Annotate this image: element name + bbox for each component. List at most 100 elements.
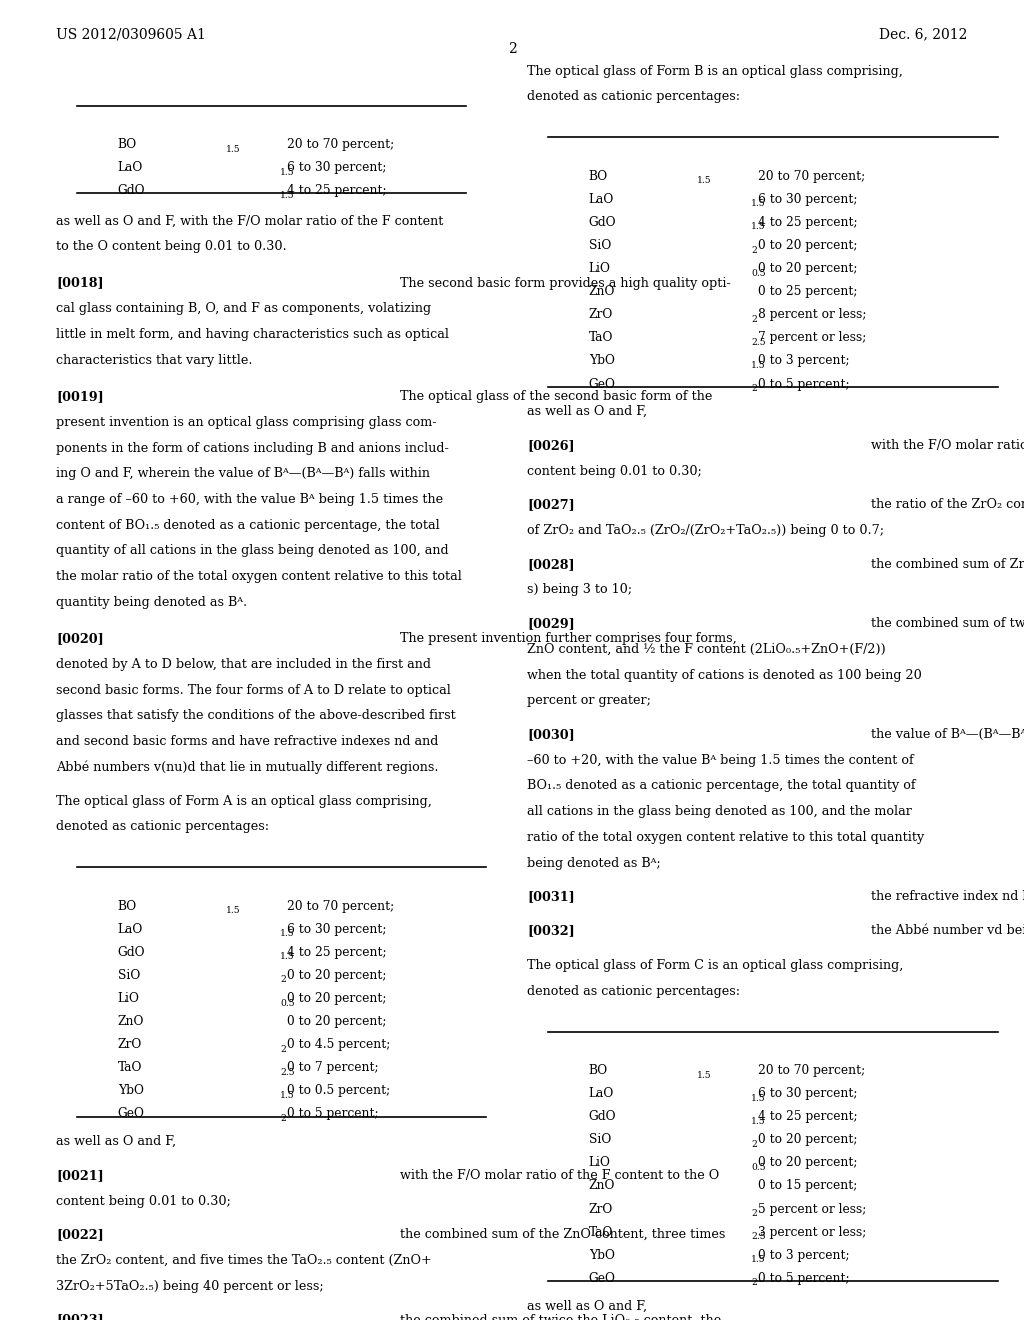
Text: BO: BO — [118, 899, 137, 912]
Text: a range of –60 to +60, with the value Bᴬ being 1.5 times the: a range of –60 to +60, with the value Bᴬ… — [56, 492, 443, 506]
Text: 7 percent or less;: 7 percent or less; — [758, 331, 866, 345]
Text: YbO: YbO — [589, 354, 614, 367]
Text: GeO: GeO — [118, 1107, 144, 1121]
Text: The optical glass of Form C is an optical glass comprising,: The optical glass of Form C is an optica… — [527, 958, 904, 972]
Text: 1.5: 1.5 — [226, 906, 241, 915]
Text: LiO: LiO — [589, 261, 610, 275]
Text: 0 to 25 percent;: 0 to 25 percent; — [758, 285, 857, 298]
Text: 1.5: 1.5 — [751, 199, 766, 209]
Text: [0032]: [0032] — [527, 924, 575, 937]
Text: The present invention further comprises four forms,: The present invention further comprises … — [384, 632, 737, 645]
Text: 2: 2 — [280, 975, 286, 985]
Text: 5 percent or less;: 5 percent or less; — [758, 1203, 866, 1216]
Text: content of BO₁.₅ denoted as a cationic percentage, the total: content of BO₁.₅ denoted as a cationic p… — [56, 519, 440, 532]
Text: 3 percent or less;: 3 percent or less; — [758, 1225, 866, 1238]
Text: –60 to +20, with the value Bᴬ being 1.5 times the content of: –60 to +20, with the value Bᴬ being 1.5 … — [527, 754, 914, 767]
Text: 0 to 5 percent;: 0 to 5 percent; — [287, 1107, 378, 1121]
Text: 0 to 3 percent;: 0 to 3 percent; — [758, 354, 849, 367]
Text: the ratio of the ZrO₂ content to the combined content: the ratio of the ZrO₂ content to the com… — [855, 498, 1024, 511]
Text: [0026]: [0026] — [527, 438, 575, 451]
Text: 1.5: 1.5 — [226, 144, 241, 153]
Text: 2: 2 — [280, 1044, 286, 1053]
Text: 0.5: 0.5 — [751, 1163, 766, 1172]
Text: the combined sum of ZrO₂ and TaO₂.₅ (ZrO₂+TaO₂.: the combined sum of ZrO₂ and TaO₂.₅ (ZrO… — [855, 557, 1024, 570]
Text: SiO: SiO — [589, 239, 611, 252]
Text: with the F/O molar ratio of the F content to the O: with the F/O molar ratio of the F conten… — [384, 1168, 720, 1181]
Text: denoted by A to D below, that are included in the first and: denoted by A to D below, that are includ… — [56, 657, 431, 671]
Text: 4 to 25 percent;: 4 to 25 percent; — [287, 945, 386, 958]
Text: LaO: LaO — [589, 1086, 614, 1100]
Text: content being 0.01 to 0.30;: content being 0.01 to 0.30; — [56, 1195, 231, 1208]
Text: 2: 2 — [751, 1278, 757, 1287]
Text: SiO: SiO — [589, 1133, 611, 1146]
Text: quantity of all cations in the glass being denoted as 100, and: quantity of all cations in the glass bei… — [56, 544, 449, 557]
Text: [0030]: [0030] — [527, 727, 575, 741]
Text: as well as O and F,: as well as O and F, — [56, 1135, 176, 1148]
Text: 0 to 4.5 percent;: 0 to 4.5 percent; — [287, 1038, 390, 1051]
Text: all cations in the glass being denoted as 100, and the molar: all cations in the glass being denoted a… — [527, 805, 912, 818]
Text: 6 to 30 percent;: 6 to 30 percent; — [287, 161, 386, 174]
Text: the refractive index nd being 1.79 to 1.835; and: the refractive index nd being 1.79 to 1.… — [855, 890, 1024, 903]
Text: 6 to 30 percent;: 6 to 30 percent; — [758, 1086, 857, 1100]
Text: 1.5: 1.5 — [280, 1090, 295, 1100]
Text: the ZrO₂ content, and five times the TaO₂.₅ content (ZnO+: the ZrO₂ content, and five times the TaO… — [56, 1254, 432, 1267]
Text: GdO: GdO — [118, 183, 145, 197]
Text: TaO: TaO — [118, 1061, 142, 1074]
Text: LiO: LiO — [589, 1156, 610, 1170]
Text: LaO: LaO — [589, 193, 614, 206]
Text: 8 percent or less;: 8 percent or less; — [758, 308, 866, 321]
Text: 2: 2 — [751, 1139, 757, 1148]
Text: 2.5: 2.5 — [280, 1068, 295, 1077]
Text: GeO: GeO — [589, 378, 615, 391]
Text: The optical glass of Form A is an optical glass comprising,: The optical glass of Form A is an optica… — [56, 795, 432, 808]
Text: 2: 2 — [508, 42, 516, 57]
Text: little in melt form, and having characteristics such as optical: little in melt form, and having characte… — [56, 327, 450, 341]
Text: 2: 2 — [751, 1209, 757, 1218]
Text: BO₁.₅ denoted as a cationic percentage, the total quantity of: BO₁.₅ denoted as a cationic percentage, … — [527, 779, 916, 792]
Text: ratio of the total oxygen content relative to this total quantity: ratio of the total oxygen content relati… — [527, 830, 925, 843]
Text: TaO: TaO — [589, 1225, 613, 1238]
Text: 0.5: 0.5 — [280, 998, 295, 1007]
Text: GdO: GdO — [118, 945, 145, 958]
Text: ponents in the form of cations including B and anions includ-: ponents in the form of cations including… — [56, 441, 450, 454]
Text: ZrO: ZrO — [589, 308, 613, 321]
Text: 2.5: 2.5 — [751, 338, 766, 347]
Text: ZnO content, and ½ the F content (2LiO₀.₅+ZnO+(F/2)): ZnO content, and ½ the F content (2LiO₀.… — [527, 643, 886, 656]
Text: [0018]: [0018] — [56, 276, 104, 289]
Text: 4 to 25 percent;: 4 to 25 percent; — [287, 183, 386, 197]
Text: 2: 2 — [280, 1114, 286, 1123]
Text: LaO: LaO — [118, 923, 143, 936]
Text: as well as O and F,: as well as O and F, — [527, 405, 647, 418]
Text: The second basic form provides a high quality opti-: The second basic form provides a high qu… — [384, 276, 731, 289]
Text: denoted as cationic percentages:: denoted as cationic percentages: — [527, 90, 740, 103]
Text: 0 to 0.5 percent;: 0 to 0.5 percent; — [287, 1084, 390, 1097]
Text: 1.5: 1.5 — [751, 360, 766, 370]
Text: 4 to 25 percent;: 4 to 25 percent; — [758, 1110, 857, 1123]
Text: 0 to 3 percent;: 0 to 3 percent; — [758, 1249, 849, 1262]
Text: YbO: YbO — [118, 1084, 143, 1097]
Text: cal glass containing B, O, and F as components, volatizing: cal glass containing B, O, and F as comp… — [56, 302, 431, 315]
Text: The optical glass of Form B is an optical glass comprising,: The optical glass of Form B is an optica… — [527, 65, 903, 78]
Text: to the O content being 0.01 to 0.30.: to the O content being 0.01 to 0.30. — [56, 240, 287, 253]
Text: quantity being denoted as Bᴬ.: quantity being denoted as Bᴬ. — [56, 595, 248, 609]
Text: glasses that satisfy the conditions of the above-described first: glasses that satisfy the conditions of t… — [56, 709, 456, 722]
Text: 1.5: 1.5 — [280, 168, 295, 177]
Text: 3ZrO₂+5TaO₂.₅) being 40 percent or less;: 3ZrO₂+5TaO₂.₅) being 40 percent or less; — [56, 1279, 324, 1292]
Text: when the total quantity of cations is denoted as 100 being 20: when the total quantity of cations is de… — [527, 668, 922, 681]
Text: 0.5: 0.5 — [751, 268, 766, 277]
Text: s) being 3 to 10;: s) being 3 to 10; — [527, 583, 633, 597]
Text: the combined sum of twice the LiO₀.₅ content, the: the combined sum of twice the LiO₀.₅ con… — [384, 1313, 722, 1320]
Text: GeO: GeO — [589, 1271, 615, 1284]
Text: with the F/O molar ratio of the F content to the O: with the F/O molar ratio of the F conten… — [855, 438, 1024, 451]
Text: [0022]: [0022] — [56, 1228, 104, 1241]
Text: 0 to 20 percent;: 0 to 20 percent; — [287, 1015, 386, 1028]
Text: ZrO: ZrO — [589, 1203, 613, 1216]
Text: [0020]: [0020] — [56, 632, 104, 645]
Text: ZnO: ZnO — [589, 285, 615, 298]
Text: SiO: SiO — [118, 969, 140, 982]
Text: second basic forms. The four forms of A to D relate to optical: second basic forms. The four forms of A … — [56, 684, 452, 697]
Text: characteristics that vary little.: characteristics that vary little. — [56, 354, 253, 367]
Text: BO: BO — [589, 1064, 608, 1077]
Text: 0 to 20 percent;: 0 to 20 percent; — [287, 969, 386, 982]
Text: percent or greater;: percent or greater; — [527, 694, 651, 708]
